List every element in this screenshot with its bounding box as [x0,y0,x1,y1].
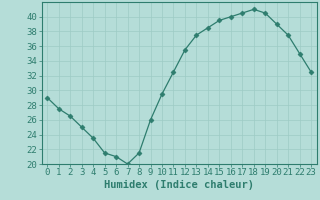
X-axis label: Humidex (Indice chaleur): Humidex (Indice chaleur) [104,180,254,190]
